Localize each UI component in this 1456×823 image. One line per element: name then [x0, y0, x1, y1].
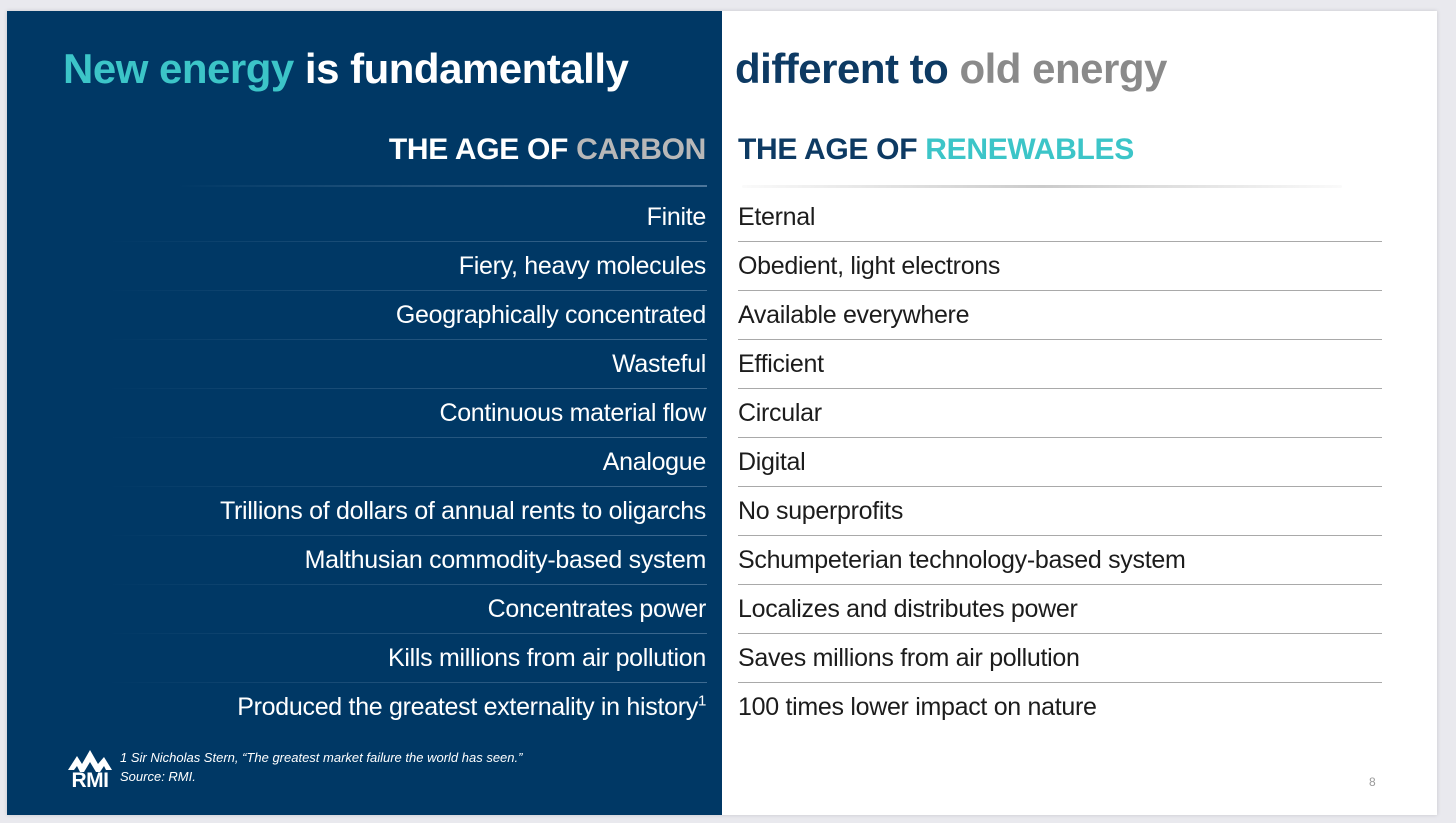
comparison-table: Finite Eternal Fiery, heavy molecules Ob…	[7, 193, 1437, 732]
renewables-attribute: Available everywhere	[738, 301, 970, 329]
renewables-attribute: No superprofits	[738, 497, 904, 525]
carbon-attribute: Produced the greatest externality in his…	[237, 683, 706, 731]
table-row: Analogue Digital	[7, 438, 1437, 487]
row-divider-right	[738, 437, 1382, 438]
row-divider-left	[107, 535, 707, 536]
row-divider-right	[738, 535, 1382, 536]
rmi-mountain-icon	[68, 750, 112, 772]
heading-divider-right	[742, 185, 1342, 188]
title-new-energy: New energy	[63, 45, 294, 92]
row-divider-left	[107, 633, 707, 634]
row-divider-right	[738, 339, 1382, 340]
column-heading-renewables: THE AGE OF RENEWABLES	[738, 133, 1134, 167]
row-divider-left	[107, 682, 707, 683]
title-left: New energy is fundamentally	[63, 45, 629, 93]
row-divider-right	[738, 388, 1382, 389]
renewables-attribute: Obedient, light electrons	[738, 252, 1001, 280]
row-divider-right	[738, 486, 1382, 487]
carbon-attribute: Continuous material flow	[439, 399, 706, 427]
row-divider-left	[107, 290, 707, 291]
renewables-attribute: Digital	[738, 448, 806, 476]
row-divider-left	[107, 486, 707, 487]
table-row: Continuous material flow Circular	[7, 389, 1437, 438]
row-divider-left	[107, 339, 707, 340]
renewables-attribute: Eternal	[738, 203, 816, 231]
renewables-attribute: Localizes and distributes power	[738, 595, 1078, 623]
title-different-to: different to	[735, 45, 949, 92]
row-divider-left	[107, 437, 707, 438]
title-old-energy: old energy	[948, 45, 1167, 92]
row-divider-left	[107, 241, 707, 242]
carbon-attribute: Fiery, heavy molecules	[458, 252, 707, 280]
heading-renewables-highlight: RENEWABLES	[925, 133, 1134, 166]
renewables-attribute: 100 times lower impact on nature	[738, 693, 1097, 721]
heading-carbon-highlight: CARBON	[576, 133, 706, 166]
row-divider-right	[738, 290, 1382, 291]
table-row: Wasteful Efficient	[7, 340, 1437, 389]
heading-carbon-prefix: THE AGE OF	[388, 133, 577, 166]
title-right: different to old energy	[735, 45, 1167, 93]
carbon-panel	[7, 11, 722, 815]
rmi-logo-text: RMI	[71, 769, 110, 792]
table-row: Malthusian commodity-based system Schump…	[7, 536, 1437, 585]
carbon-attribute: Finite	[646, 203, 707, 231]
renewables-attribute: Efficient	[738, 350, 824, 378]
row-divider-right	[738, 682, 1382, 683]
heading-renewables-prefix: THE AGE OF	[738, 133, 926, 166]
table-row: Fiery, heavy molecules Obedient, light e…	[7, 242, 1437, 291]
slide: New energy is fundamentally different to…	[7, 11, 1437, 815]
title-fundamentally: is fundamentally	[293, 45, 629, 92]
renewables-attribute: Circular	[738, 399, 822, 427]
row-divider-left	[107, 584, 707, 585]
carbon-attribute: Kills millions from air pollution	[388, 644, 706, 672]
footnote: 1 Sir Nicholas Stern, “The greatest mark…	[120, 748, 522, 786]
carbon-attribute: Concentrates power	[487, 595, 707, 623]
page-number: 8	[1369, 775, 1376, 789]
table-row: Kills millions from air pollution Saves …	[7, 634, 1437, 683]
carbon-attribute: Geographically concentrated	[395, 301, 706, 329]
table-row: Finite Eternal	[7, 193, 1437, 242]
renewables-attribute: Schumpeterian technology-based system	[738, 546, 1186, 574]
table-row: Concentrates power Localizes and distrib…	[7, 585, 1437, 634]
carbon-attribute-text: Produced the greatest externality in his…	[237, 693, 698, 721]
row-divider-right	[738, 241, 1382, 242]
carbon-attribute: Malthusian commodity-based system	[304, 546, 707, 574]
row-divider-right	[738, 584, 1382, 585]
row-divider-left	[107, 388, 707, 389]
table-row: Trillions of dollars of annual rents to …	[7, 487, 1437, 536]
renewables-attribute: Saves millions from air pollution	[738, 644, 1080, 672]
heading-divider-left	[177, 185, 707, 187]
carbon-attribute: Analogue	[602, 448, 707, 476]
footnote-source: Source: RMI.	[120, 769, 196, 784]
footnote-marker: 1	[697, 692, 706, 710]
carbon-attribute: Wasteful	[612, 350, 706, 378]
column-heading-carbon: THE AGE OF CARBON	[389, 133, 706, 167]
footnote-citation: 1 Sir Nicholas Stern, “The greatest mark…	[120, 750, 523, 765]
carbon-attribute: Trillions of dollars of annual rents to …	[219, 497, 706, 525]
table-row: Geographically concentrated Available ev…	[7, 291, 1437, 340]
row-divider-right	[738, 633, 1382, 634]
table-row: Produced the greatest externality in his…	[7, 683, 1437, 732]
